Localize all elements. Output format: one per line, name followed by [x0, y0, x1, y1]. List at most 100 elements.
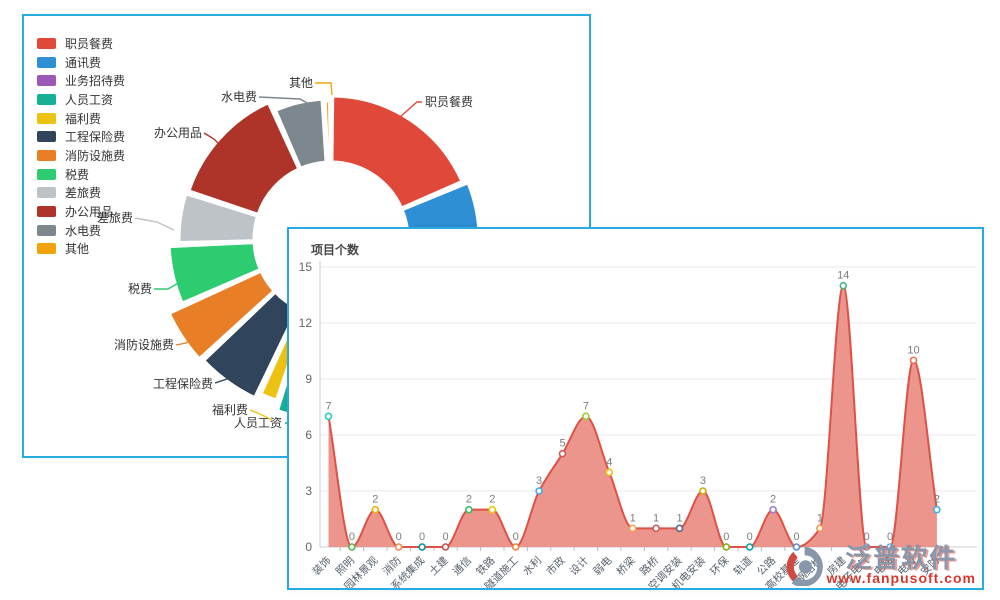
value-label: 7 [583, 400, 589, 412]
pie-label-line-0 [399, 101, 422, 118]
legend-label: 业务招待费 [65, 74, 126, 89]
y-tick-label-6: 6 [305, 428, 312, 442]
x-axis-label-10: 市政 [544, 554, 568, 578]
pie-label-5: 工程保险费 [153, 376, 213, 391]
legend-swatch [37, 149, 56, 161]
data-point-消防[interactable] [394, 543, 403, 551]
pie-slice-9[interactable] [187, 101, 301, 216]
data-point-高校基建[interactable] [792, 543, 801, 551]
data-point-机电安装[interactable] [699, 487, 707, 495]
y-tick-label-9: 9 [305, 372, 312, 386]
legend-item-3[interactable]: 人员工资 [37, 90, 125, 109]
value-label: 2 [466, 494, 472, 506]
pie-label-line-5 [214, 363, 241, 384]
legend-swatch [37, 187, 56, 199]
data-point-路桥[interactable] [652, 524, 660, 533]
x-axis-label-17: 环保 [707, 554, 731, 578]
data-point-设计[interactable] [582, 412, 590, 421]
legend-item-5[interactable]: 工程保险费 [37, 127, 125, 146]
data-point-弱电[interactable] [605, 468, 614, 477]
legend-item-11[interactable]: 其他 [37, 240, 125, 259]
data-point-轨道[interactable] [745, 543, 754, 551]
value-label: 1 [676, 512, 682, 524]
data-point-电力[interactable] [909, 356, 918, 365]
x-axis-label-18: 轨道 [731, 554, 755, 578]
pie-slice-6[interactable] [167, 269, 276, 361]
x-axis-label-11: 设计 [567, 554, 591, 578]
value-label: 4 [606, 456, 612, 468]
data-point-公路[interactable] [769, 505, 777, 514]
value-label: 5 [559, 438, 565, 450]
legend-label: 差旅费 [65, 186, 102, 201]
value-label: 0 [793, 531, 799, 543]
legend-swatch [37, 131, 56, 143]
data-point-照明[interactable] [348, 543, 356, 551]
data-point-电梯[interactable] [886, 543, 894, 551]
data-point-市政[interactable] [558, 449, 567, 458]
pie-label-10: 水电费 [221, 90, 257, 104]
y-tick-label-3: 3 [305, 484, 312, 498]
value-label: 0 [513, 531, 519, 543]
y-tick-label-12: 12 [299, 316, 313, 330]
data-point-空调安装[interactable] [675, 524, 684, 533]
data-point-系统集成[interactable] [418, 543, 426, 551]
value-label: 7 [325, 400, 331, 412]
data-point-通信[interactable] [465, 505, 473, 514]
data-point-环保[interactable] [722, 543, 731, 551]
pie-label-line-11 [315, 82, 333, 96]
legend-swatch [37, 75, 56, 87]
value-label: 0 [723, 531, 729, 543]
legend-item-10[interactable]: 水电费 [37, 221, 125, 240]
value-label: 0 [419, 531, 425, 543]
x-axis-label-13: 桥梁 [614, 554, 638, 578]
legend-item-1[interactable]: 通讯费 [37, 53, 125, 72]
legend-label: 福利费 [65, 111, 102, 126]
data-point-园林景观[interactable] [371, 505, 380, 514]
data-point-装饰[interactable] [324, 412, 333, 421]
data-point-房建[interactable] [839, 281, 848, 290]
x-axis-label-0: 装饰 [310, 554, 334, 578]
legend-item-7[interactable]: 税费 [37, 165, 125, 184]
pie-slice-8[interactable] [177, 192, 259, 244]
legend-swatch [37, 224, 56, 236]
pie-slice-10[interactable] [274, 97, 328, 170]
pie-label-line-10 [258, 96, 321, 111]
y-tick-label-15: 15 [299, 260, 313, 274]
legend-item-0[interactable]: 职员餐费 [37, 34, 125, 53]
data-point-电子电气[interactable] [862, 543, 871, 551]
value-label: 1 [630, 512, 636, 524]
value-label: 2 [489, 494, 495, 506]
legend-item-6[interactable]: 消防设施费 [37, 146, 125, 165]
pie-slice-11[interactable] [323, 99, 332, 164]
pie-slice-0[interactable] [330, 94, 464, 210]
area-chart-svg: 036912157装饰0照明2园林景观0消防0系统集成0土建2通信2铁路0隧道施… [299, 260, 977, 588]
value-label: 0 [747, 531, 753, 543]
pie-legend: 职员餐费 通讯费业务招待费 人员工资福利费 工程保险费 消防设施费 税费差旅费 办公用品 水电… [37, 34, 125, 258]
data-point-钢结构[interactable] [816, 524, 824, 533]
data-point-土建[interactable] [441, 543, 450, 551]
legend-item-9[interactable]: 办公用品 [37, 202, 125, 221]
value-label: 1 [817, 512, 823, 524]
value-label: 3 [536, 475, 542, 487]
legend-swatch [37, 243, 56, 255]
value-label: 0 [349, 531, 355, 543]
legend-item-8[interactable]: 差旅费 [37, 184, 125, 203]
value-label: 0 [864, 531, 870, 543]
pie-label-0: 职员餐费 [425, 94, 473, 109]
pie-slice-7[interactable] [167, 241, 262, 305]
pie-label-line-4 [249, 409, 273, 421]
watermark-brand: 泛普软件 [845, 542, 958, 573]
data-point-桥梁[interactable] [628, 524, 637, 533]
data-point-隧道施工[interactable] [511, 543, 520, 551]
data-point-安防[interactable] [933, 505, 941, 514]
data-point-铁路[interactable] [488, 505, 497, 514]
pie-label-line-9 [203, 132, 228, 153]
data-point-水利[interactable] [535, 487, 543, 495]
pie-label-9: 办公用品 [154, 125, 202, 140]
value-label: 0 [396, 531, 402, 543]
legend-item-4[interactable]: 福利费 [37, 109, 125, 128]
watermark-url: www.fanpusoft.com [826, 569, 976, 586]
fanpu-logo-icon [786, 546, 823, 586]
y-tick-label-0: 0 [305, 540, 312, 554]
legend-item-2[interactable]: 业务招待费 [37, 71, 125, 90]
